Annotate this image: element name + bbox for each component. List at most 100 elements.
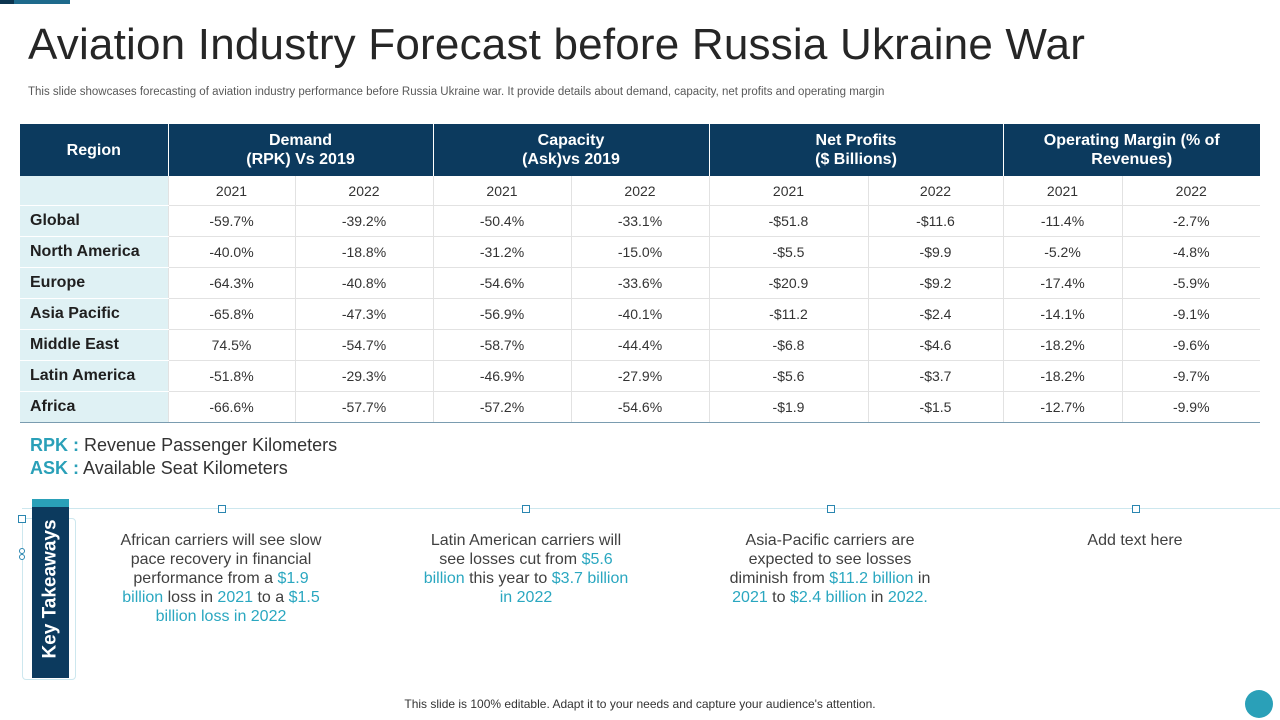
takeaway-text: in	[913, 570, 931, 587]
header-demand-line2: (RPK) Vs 2019	[246, 151, 355, 168]
takeaway-highlight: $2.4 billion	[789, 589, 867, 606]
table-row: Global -59.7% -39.2% -50.4% -33.1% -$51.…	[20, 205, 1260, 237]
takeaway-highlight: $5.6 billion	[423, 551, 613, 587]
value-cell: -$51.8	[708, 205, 868, 237]
selection-handle	[218, 505, 226, 513]
value-cell: -9.1%	[1121, 298, 1260, 330]
forecast-table: Region Demand (RPK) Vs 2019 Capacity (As…	[20, 124, 1260, 423]
value-cell: -$2.4	[867, 298, 1003, 330]
header-profits-line1: Net Profits	[815, 132, 897, 149]
takeaway-highlight: $3.7 billion in 2022	[499, 570, 629, 606]
takeaway-text: in	[866, 589, 888, 606]
takeaway-highlight: 2021	[732, 589, 768, 606]
value-cell: -56.9%	[432, 298, 571, 330]
value-cell: -15.0%	[570, 236, 709, 268]
value-cell: -59.7%	[167, 205, 295, 237]
region-cell: Africa	[20, 391, 168, 423]
value-cell: -12.7%	[1002, 391, 1122, 423]
takeaway-latam: Latin American carriers will see losses …	[421, 531, 631, 607]
value-cell: -33.1%	[570, 205, 709, 237]
value-cell: -44.4%	[570, 329, 709, 361]
value-cell: 74.5%	[167, 329, 295, 361]
value-cell: -64.3%	[167, 267, 295, 299]
value-cell: -$11.6	[867, 205, 1003, 237]
takeaway-text: African carriers will see slow pace reco…	[120, 532, 322, 587]
value-cell: -$5.6	[708, 360, 868, 392]
ask-text: Available Seat Kilometers	[83, 458, 288, 478]
value-cell: -$1.9	[708, 391, 868, 423]
region-cell: Global	[20, 205, 168, 237]
value-cell: -47.3%	[294, 298, 433, 330]
value-cell: -54.6%	[432, 267, 571, 299]
takeaway-highlight: 2021	[217, 589, 254, 606]
header-capacity-line2: (Ask)vs 2019	[522, 151, 620, 168]
year-cell: 2021	[1002, 176, 1122, 206]
rpk-key: RPK :	[30, 435, 79, 455]
year-cell: 2021	[167, 176, 295, 206]
header-profits-line2: ($ Billions)	[815, 151, 897, 168]
takeaway-africa: African carriers will see slow pace reco…	[116, 531, 326, 626]
selection-handle	[522, 505, 530, 513]
value-cell: -17.4%	[1002, 267, 1122, 299]
value-cell: -14.1%	[1002, 298, 1122, 330]
table-header-row: Region Demand (RPK) Vs 2019 Capacity (As…	[20, 124, 1260, 176]
value-cell: -33.6%	[570, 267, 709, 299]
value-cell: -5.9%	[1121, 267, 1260, 299]
takeaway-text: this year to	[464, 570, 552, 587]
selection-handle	[19, 554, 25, 560]
header-region: Region	[20, 124, 168, 176]
value-cell: -11.4%	[1002, 205, 1122, 237]
table-row: North America -40.0% -18.8% -31.2% -15.0…	[20, 236, 1260, 268]
value-cell: -9.6%	[1121, 329, 1260, 361]
slide-footer: This slide is 100% editable. Adapt it to…	[404, 697, 876, 711]
value-cell: -57.2%	[432, 391, 571, 423]
takeaway-text: to	[767, 589, 790, 606]
selection-handle	[18, 515, 26, 523]
header-capacity-line1: Capacity	[537, 132, 605, 149]
value-cell: -58.7%	[432, 329, 571, 361]
value-cell: -39.2%	[294, 205, 433, 237]
corner-accent	[0, 0, 70, 4]
table-row: Europe -64.3% -40.8% -54.6% -33.6% -$20.…	[20, 267, 1260, 299]
value-cell: -40.1%	[570, 298, 709, 330]
value-cell: -40.0%	[167, 236, 295, 268]
header-operating-margin: Operating Margin (% of Revenues)	[1002, 124, 1260, 176]
header-demand-line1: Demand	[268, 132, 333, 149]
value-cell: -$1.5	[867, 391, 1003, 423]
header-capacity: Capacity (Ask)vs 2019	[432, 124, 709, 176]
value-cell: -$9.2	[867, 267, 1003, 299]
value-cell: -57.7%	[294, 391, 433, 423]
value-cell: -29.3%	[294, 360, 433, 392]
takeaway-highlight: $1.5 billion loss in 2022	[155, 589, 320, 625]
value-cell: -18.2%	[1002, 360, 1122, 392]
value-cell: -18.8%	[294, 236, 433, 268]
year-cell: 2021	[432, 176, 571, 206]
year-cell: 2022	[1121, 176, 1260, 206]
takeaway-highlight: $11.2 billion	[829, 570, 914, 587]
table-row: Latin America -51.8% -29.3% -46.9% -27.9…	[20, 360, 1260, 392]
takeaway-placeholder[interactable]: Add text here	[1087, 532, 1183, 549]
selection-handle	[19, 548, 25, 554]
value-cell: -$9.9	[867, 236, 1003, 268]
key-takeaways-label-wrap: Key Takeaways	[32, 499, 69, 678]
value-cell: -31.2%	[432, 236, 571, 268]
takeaway-highlight: $1.9 billion	[122, 570, 309, 606]
takeaway-highlight: 2022.	[887, 589, 928, 606]
value-cell: -$3.7	[867, 360, 1003, 392]
header-margin-line1: Operating Margin (% of	[1043, 132, 1220, 149]
value-cell: -54.6%	[570, 391, 709, 423]
value-cell: -9.7%	[1121, 360, 1260, 392]
year-cell: 2021	[708, 176, 868, 206]
rpk-definition: RPK : Revenue Passenger Kilometers	[30, 435, 337, 456]
year-cell: 2022	[294, 176, 433, 206]
value-cell: -$6.8	[708, 329, 868, 361]
value-cell: -50.4%	[432, 205, 571, 237]
value-cell: -18.2%	[1002, 329, 1122, 361]
value-cell: -$4.6	[867, 329, 1003, 361]
year-cell: 2022	[570, 176, 709, 206]
region-cell: Europe	[20, 267, 168, 299]
table-row: Asia Pacific -65.8% -47.3% -56.9% -40.1%…	[20, 298, 1260, 330]
key-takeaways-bar	[32, 499, 69, 678]
rpk-text: Revenue Passenger Kilometers	[84, 435, 338, 455]
value-cell: -$5.5	[708, 236, 868, 268]
